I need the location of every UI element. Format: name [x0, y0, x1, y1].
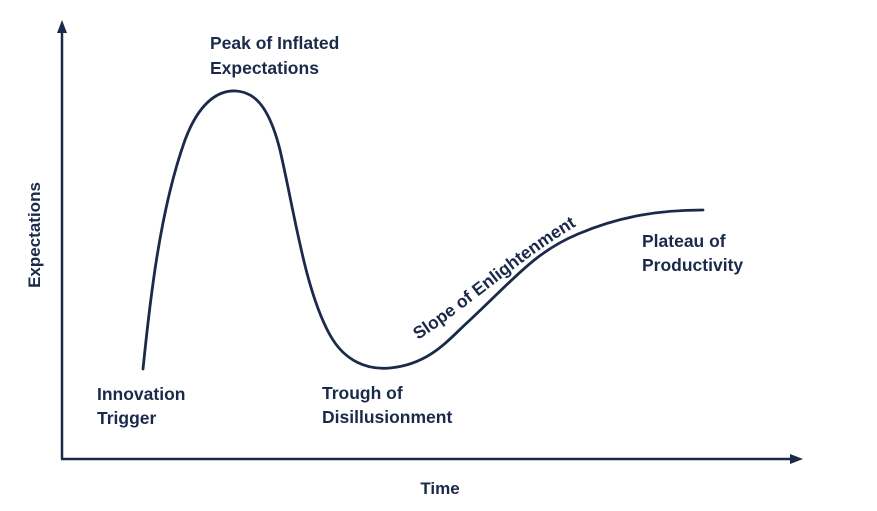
- trough-label-line1: Trough of: [322, 383, 403, 403]
- x-axis-label: Time: [420, 479, 459, 498]
- slope-label: Slope of Enlightenment: [409, 212, 579, 343]
- trough-label-line2: Disillusionment: [322, 407, 452, 427]
- innovation-trigger-label-line1: Innovation: [97, 384, 185, 404]
- innovation-trigger-label-line2: Trigger: [97, 408, 157, 428]
- x-axis-arrowhead: [790, 454, 803, 464]
- y-axis-label: Expectations: [25, 182, 44, 288]
- peak-label-line2: Expectations: [210, 58, 319, 78]
- hype-curve: [141, 89, 705, 371]
- slope-label-text: Slope of Enlightenment: [409, 212, 579, 343]
- plateau-label-line2: Productivity: [642, 255, 743, 275]
- y-axis-arrowhead: [57, 20, 67, 33]
- peak-label-line1: Peak of Inflated: [210, 33, 339, 53]
- plateau-label-line1: Plateau of: [642, 231, 726, 251]
